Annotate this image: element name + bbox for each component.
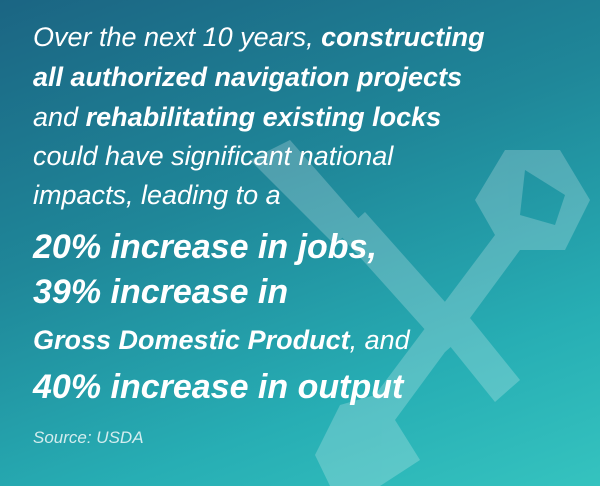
highlight: 40% increase in output bbox=[33, 368, 404, 406]
emphasis: all authorized navigation projects bbox=[33, 62, 463, 92]
emphasis: rehabilitating existing locks bbox=[85, 102, 442, 132]
text: could have significant national bbox=[33, 141, 394, 171]
text: Over the next 10 years, bbox=[33, 22, 314, 52]
text: and bbox=[33, 102, 79, 132]
text-line: Over the next 10 years, constructing bbox=[33, 22, 485, 53]
text-line: Gross Domestic Product, and bbox=[33, 325, 410, 356]
text: impacts, leading to a bbox=[33, 180, 281, 210]
emphasis: Gross Domestic Product bbox=[33, 325, 350, 355]
emphasis: constructing bbox=[321, 22, 485, 52]
highlight: 39% increase in bbox=[33, 273, 289, 311]
text: , and bbox=[349, 325, 410, 355]
text-line: and rehabilitating existing locks bbox=[33, 102, 441, 133]
source: Source: USDA bbox=[33, 428, 144, 447]
highlight: 20% increase in jobs, bbox=[33, 228, 377, 266]
